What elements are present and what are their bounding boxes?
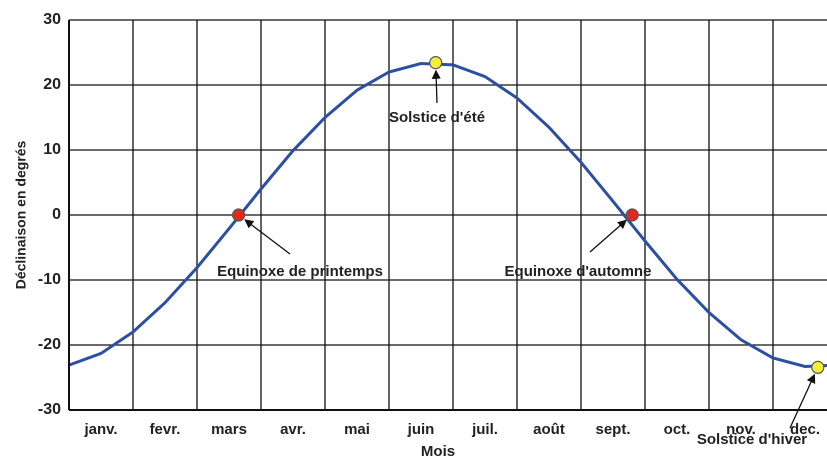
annotation-arrow [589, 219, 627, 253]
annotation-label: Equinoxe de printemps [217, 263, 383, 280]
x-tick-label: dec. [790, 421, 820, 438]
y-tick-label: 30 [43, 11, 61, 28]
annotation-label: Solstice d'été [389, 109, 485, 126]
annotation-label: Equinoxe d'automne [505, 263, 652, 280]
y-tick-label: 10 [43, 141, 61, 158]
curve [68, 62, 827, 368]
annotation-arrow [431, 69, 441, 104]
y-tick-label: -20 [38, 336, 61, 353]
x-tick-label: juin [407, 421, 435, 438]
annotation-label: Solstice d'hiver [697, 431, 807, 448]
x-tick-label: juil. [471, 421, 498, 438]
y-axis-label: Déclinaison en degrés [13, 140, 29, 289]
annotation-arrow [244, 219, 291, 255]
x-tick-label: août [533, 421, 565, 438]
x-tick-label: mai [344, 421, 370, 438]
point-marker [811, 360, 825, 374]
x-axis-label: Mois [421, 443, 455, 460]
x-tick-label: avr. [280, 421, 306, 438]
x-tick-label: oct. [664, 421, 691, 438]
point-marker [429, 56, 443, 70]
annotation-arrow [789, 373, 816, 429]
point-marker [232, 208, 246, 222]
point-marker [625, 208, 639, 222]
x-tick-label: nov. [726, 421, 756, 438]
x-tick-label: janv. [83, 421, 117, 438]
x-tick-label: fevr. [150, 421, 181, 438]
y-tick-label: -10 [38, 271, 61, 288]
y-tick-label: 20 [43, 76, 61, 93]
x-tick-label: sept. [595, 421, 630, 438]
x-tick-label: mars [211, 421, 247, 438]
y-tick-label: 0 [52, 206, 61, 223]
y-tick-label: -30 [38, 401, 61, 418]
